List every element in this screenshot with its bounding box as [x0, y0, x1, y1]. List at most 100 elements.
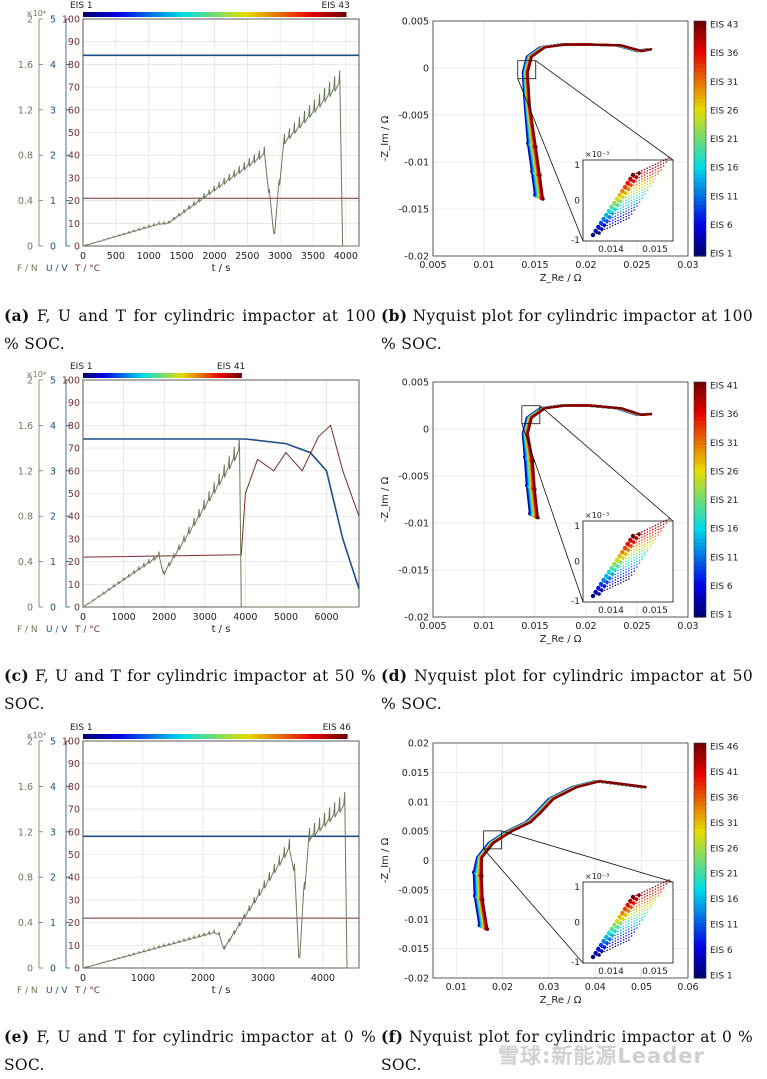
inset-point — [610, 933, 615, 937]
zoom-box — [521, 405, 541, 425]
temp-axis-label: T / °C — [74, 986, 100, 996]
x-tick-label: 1000 — [137, 251, 161, 262]
voltage-tick-label: 1 — [50, 196, 56, 207]
inset-point — [605, 580, 609, 584]
colorbar-segment — [694, 554, 706, 559]
eis-bar-segment — [175, 373, 179, 378]
force-series — [82, 437, 359, 608]
inset-point — [598, 942, 604, 948]
inset-point — [617, 553, 622, 559]
caption-c: (c) F, U and T for cylindric impactor at… — [4, 666, 376, 713]
inset-point — [625, 541, 630, 547]
colorbar-segment — [694, 138, 706, 144]
temp-tick-label: 20 — [68, 557, 80, 568]
eis-bar-segment — [214, 373, 219, 378]
colorbar-segment — [694, 884, 706, 889]
eis-bar-segment — [285, 734, 291, 739]
colorbar-segment — [694, 201, 706, 206]
impedance-point — [541, 197, 545, 201]
eis-bar-segment — [144, 734, 150, 739]
eis-bar-segment — [311, 734, 317, 739]
temp-tick-label: 80 — [68, 421, 80, 432]
inset-x-tick-label: 0.014 — [598, 967, 624, 977]
zoom-connector — [539, 405, 674, 522]
y-tick-label: 0.015 — [402, 768, 429, 779]
eis-bar-segment — [233, 373, 237, 378]
y-tick-label: -0.005 — [398, 885, 429, 896]
inset-point — [599, 949, 604, 953]
colorbar-segment — [694, 224, 706, 230]
eis-bar-segment — [148, 12, 154, 17]
eis-bar-segment — [179, 12, 185, 17]
colorbar-segment — [694, 162, 706, 167]
eis-bar-segment — [188, 12, 194, 17]
inset-frame — [582, 159, 674, 242]
colorbar-segment — [694, 570, 706, 575]
colorbar-segment — [694, 472, 706, 477]
x-tick-label: 3000 — [251, 973, 275, 984]
impedance-point — [485, 927, 490, 931]
voltage-tick-label: 2 — [50, 151, 56, 162]
eis-bar-segment — [210, 734, 216, 739]
inset-frame — [582, 881, 674, 964]
caption-d: (d) Nyquist plot for cylindric impactor … — [381, 666, 753, 713]
colorbar-label: EIS 11 — [710, 192, 738, 202]
inset-point — [629, 544, 633, 548]
eis-first-label: EIS 1 — [70, 1, 93, 11]
eis-bar-segment — [220, 373, 224, 378]
y-tick-label: 0.01 — [408, 797, 429, 808]
force-tick-label: 2 — [27, 376, 33, 387]
colorbar-segment — [694, 185, 706, 191]
eis-bar-segment — [217, 373, 221, 378]
colorbar-label: EIS 31 — [710, 819, 738, 829]
colorbar-segment — [694, 417, 706, 422]
inset-exponent: ×10⁻³ — [585, 150, 609, 159]
colorbar-segment — [694, 934, 706, 940]
colorbar-segment — [694, 87, 706, 93]
colorbar-segment — [694, 32, 706, 38]
eis-bar-segment — [146, 373, 150, 378]
colorbar-segment — [694, 770, 706, 775]
colorbar-segment — [694, 942, 706, 948]
colorbar-label: EIS 1 — [710, 611, 733, 621]
inset-point — [613, 207, 617, 211]
colorbar-segment — [694, 248, 706, 253]
eis-bar-segment — [236, 373, 240, 378]
inset-point — [598, 220, 604, 226]
voltage-tick-label: 1 — [50, 557, 56, 568]
eis-bar-segment — [175, 734, 181, 739]
colorbar-segment — [694, 181, 706, 187]
colorbar-segment — [694, 103, 706, 108]
eis-bar-segment — [341, 12, 347, 17]
inset-point — [593, 589, 598, 595]
colorbar-segment — [694, 389, 706, 395]
y-tick-label: -0.02 — [404, 613, 429, 624]
eis-bar-segment — [219, 734, 225, 739]
colorbar-segment — [694, 409, 706, 414]
inset-point — [621, 556, 625, 560]
eis-bar-segment — [101, 373, 105, 378]
eis-bar-segment — [288, 12, 294, 17]
colorbar-segment — [694, 566, 706, 571]
colorbar-label: EIS 16 — [710, 895, 739, 905]
eis-bar-segment — [258, 12, 264, 17]
x-tick-label: 0 — [80, 612, 86, 623]
eis-bar-segment — [126, 12, 132, 17]
colorbar-segment — [694, 150, 706, 155]
eis-bar-segment — [109, 12, 115, 17]
y-tick-label: 0 — [423, 856, 429, 867]
eis-bar-segment — [193, 373, 198, 378]
eis-bar-segment — [118, 734, 124, 739]
colorbar-segment — [694, 146, 706, 151]
voltage-tick-label: 1 — [50, 918, 56, 929]
inset-y-tick-label: 0 — [574, 919, 580, 929]
eis-bar-segment — [240, 12, 246, 17]
plot-frame — [432, 20, 689, 257]
colorbar-segment — [694, 750, 706, 756]
inset-point — [623, 191, 628, 195]
colorbar-label: EIS 26 — [710, 106, 739, 116]
colorbar-segment — [694, 581, 706, 587]
eis-bar-segment — [191, 373, 195, 378]
eis-bar-segment — [122, 734, 128, 739]
impedance-series — [522, 404, 648, 515]
